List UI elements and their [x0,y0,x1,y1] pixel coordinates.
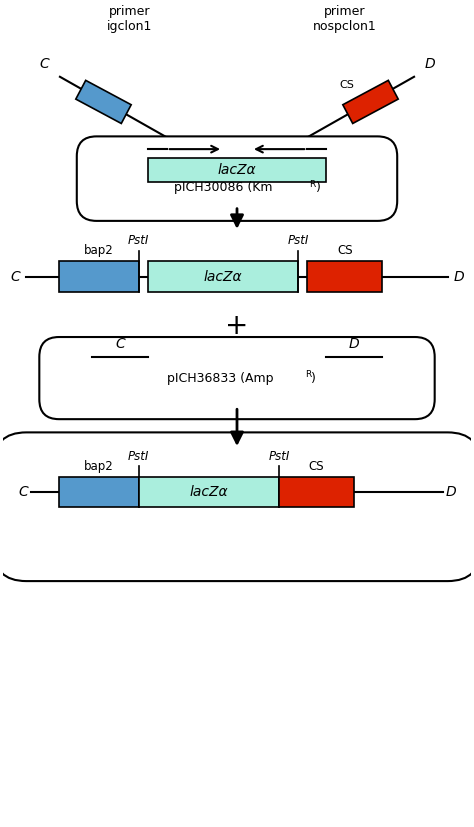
Text: bap2: bap2 [84,460,114,473]
Text: PstI: PstI [268,450,290,462]
Text: D: D [424,57,435,71]
Bar [148,261,298,292]
Text: D: D [446,485,456,499]
Text: lacZα: lacZα [190,485,228,499]
Text: CS: CS [339,80,354,90]
Text: C: C [115,337,125,351]
Text: C: C [19,485,28,499]
Bar [148,158,326,182]
Bar [59,261,138,292]
Text: ): ) [316,181,320,194]
Text: R: R [305,370,311,380]
Text: PstI: PstI [287,234,309,247]
Bar [138,476,279,507]
Text: +: + [225,312,249,340]
Bar [59,476,138,507]
Text: ): ) [311,371,316,385]
Text: CS: CS [337,244,353,256]
Bar [279,476,354,507]
FancyBboxPatch shape [0,433,474,581]
Polygon shape [343,80,398,123]
Text: primer
nospclon1: primer nospclon1 [313,5,377,33]
FancyBboxPatch shape [39,337,435,419]
Text: lacZα: lacZα [218,163,256,177]
Text: lacZα: lacZα [204,270,242,284]
Text: CS: CS [309,460,324,473]
Text: pICH36833 (Amp: pICH36833 (Amp [167,371,274,385]
Text: primer
igclon1: primer igclon1 [107,5,152,33]
Text: PstI: PstI [128,234,149,247]
Text: D: D [454,270,464,284]
FancyBboxPatch shape [77,136,397,221]
Text: PstI: PstI [128,450,149,462]
Text: D: D [349,337,359,351]
Text: C: C [40,57,50,71]
Text: C: C [11,270,20,284]
Polygon shape [76,80,131,123]
Text: R: R [310,180,316,189]
Bar [307,261,382,292]
Text: bap2: bap2 [84,244,114,256]
Text: pICH30086 (Km: pICH30086 (Km [173,181,272,194]
